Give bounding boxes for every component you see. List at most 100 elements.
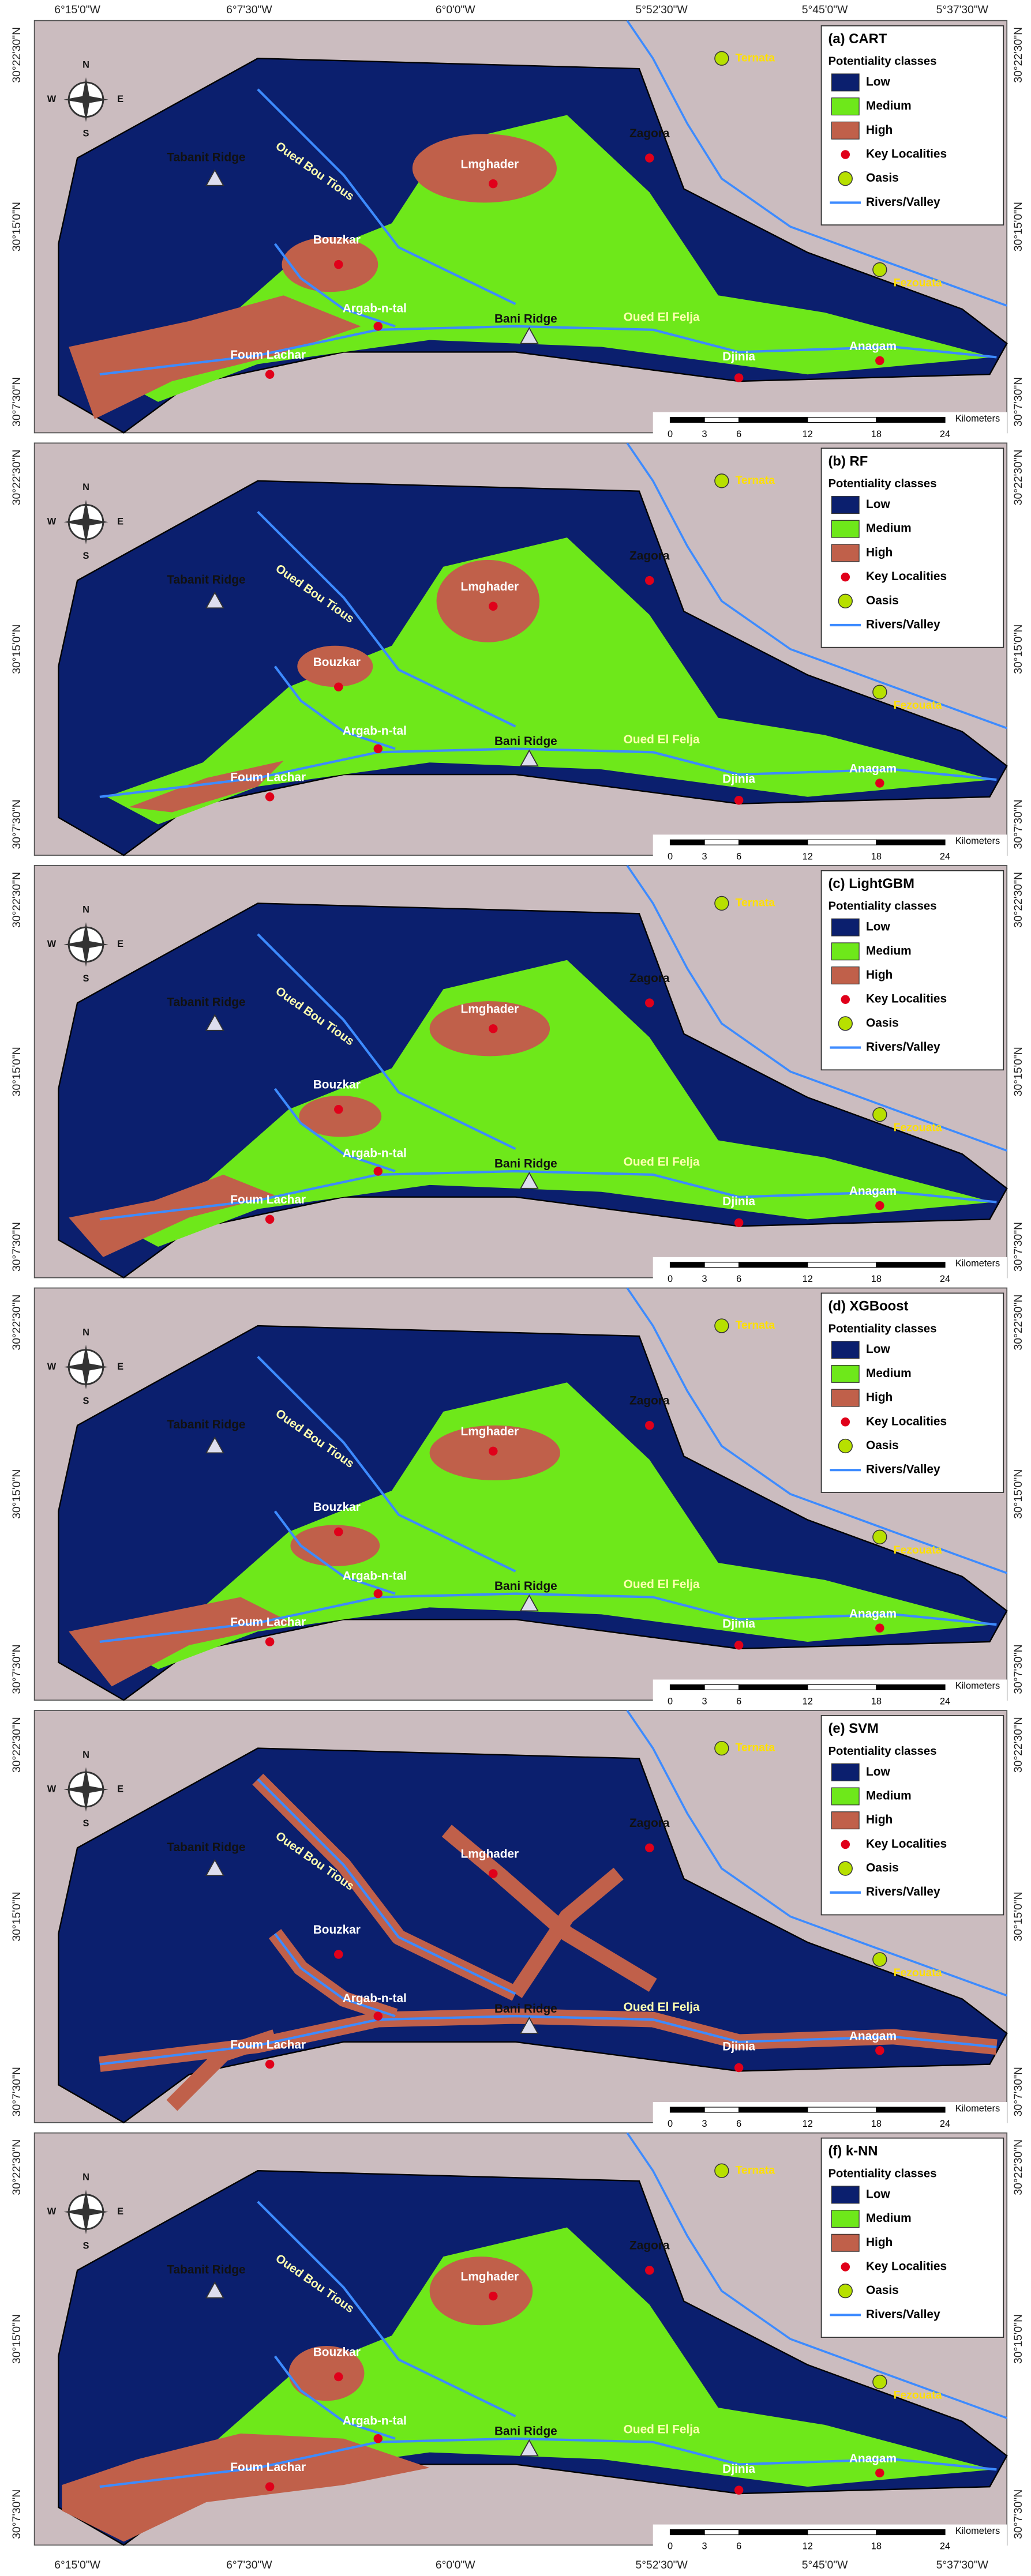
- ridge-icon: [519, 2439, 539, 2457]
- latitude-label: 30°15'0"N: [1012, 625, 1025, 674]
- high-zone: [290, 1525, 380, 1566]
- legend-swatch: [831, 2233, 860, 2252]
- compass-letter: E: [117, 1784, 123, 1794]
- legend-swatch: [838, 2283, 853, 2299]
- panel-title: (c) LightGBM: [828, 876, 914, 892]
- place-label: Oued El Felja: [624, 1578, 700, 1591]
- compass-letter: S: [83, 1396, 89, 1406]
- high-zone: [282, 236, 378, 292]
- scale-tick-label: 18: [871, 1697, 882, 1707]
- ridge-icon: [205, 2281, 224, 2299]
- river: [273, 243, 396, 328]
- compass-letter: S: [83, 973, 89, 984]
- latitude-label: 30°7'30"N: [1012, 799, 1025, 849]
- compass-letter: E: [117, 2206, 123, 2217]
- ridge-icon: [205, 1859, 224, 1876]
- place-label: Anagam: [849, 340, 897, 353]
- place-label: Bouzkar: [313, 233, 361, 246]
- legend-label: Key Localities: [866, 570, 947, 583]
- compass-letter: N: [83, 905, 89, 915]
- place-label: Bouzkar: [313, 656, 361, 669]
- scale-tick-label: 18: [871, 1274, 882, 1284]
- latitude-label: 30°7'30"N: [1012, 1645, 1025, 1694]
- high-corridor: [166, 2029, 278, 2111]
- legend-label: Low: [866, 1765, 890, 1778]
- locality-marker: [734, 2063, 744, 2073]
- locality-marker: [265, 2059, 275, 2069]
- longitude-label: 5°52'30"W: [635, 3, 688, 16]
- scale-segment: [807, 2107, 877, 2113]
- compass-letter: N: [83, 1750, 89, 1760]
- panel-title: (b) RF: [828, 453, 868, 469]
- oasis-marker: [872, 1107, 887, 1122]
- latitude-label: 30°22'30"N: [10, 2139, 23, 2195]
- latitude-label: 30°22'30"N: [1012, 2139, 1025, 2195]
- legend-swatch: [841, 150, 850, 159]
- compass-letter: S: [83, 551, 89, 561]
- oasis-label: Fezouata: [894, 1544, 942, 1556]
- scale-tick-label: 18: [871, 851, 882, 862]
- place-label: Oued El Felja: [624, 733, 700, 746]
- legend-label: Key Localities: [866, 992, 947, 1006]
- place-label: Anagam: [849, 1607, 897, 1620]
- river: [257, 88, 516, 305]
- legend-swatch: [831, 520, 860, 538]
- compass-letter: E: [117, 1362, 123, 1372]
- compass-star: [63, 77, 108, 122]
- place-label: Argab-n-tal: [343, 2414, 407, 2427]
- latitude-label: 30°22'30"N: [10, 449, 23, 505]
- place-label: Djinia: [722, 1195, 755, 1208]
- latitude-label: 30°15'0"N: [1012, 1469, 1025, 1519]
- river: [99, 1169, 997, 1221]
- locality-marker: [734, 2485, 744, 2495]
- latitude-label: 30°15'0"N: [10, 1891, 23, 1941]
- compass-letter: W: [47, 517, 57, 527]
- scale-tick-label: 18: [871, 2119, 882, 2129]
- locality-marker: [265, 370, 275, 379]
- compass-star: [63, 2189, 108, 2235]
- ridge-icon: [519, 749, 539, 767]
- locality-marker: [489, 179, 498, 189]
- ridge-icon: [519, 1172, 539, 1189]
- scale-segment: [669, 1262, 705, 1268]
- place-label: Anagam: [849, 762, 897, 776]
- latitude-label: 30°15'0"N: [10, 202, 23, 251]
- compass-star: [63, 499, 108, 545]
- place-label: Bani Ridge: [494, 312, 557, 325]
- legend-swatch: [841, 1417, 850, 1427]
- legend-label: Medium: [866, 2212, 912, 2225]
- oasis-marker: [714, 1740, 729, 1756]
- scale-segment: [876, 1684, 946, 1690]
- river: [257, 510, 516, 728]
- legend-label: Oasis: [866, 1016, 899, 1029]
- legend-label: Rivers/Valley: [866, 2308, 940, 2321]
- latitude-label: 30°22'30"N: [1012, 872, 1025, 928]
- latitude-label: 30°7'30"N: [10, 2067, 23, 2116]
- compass-letter: W: [47, 94, 57, 104]
- compass-letter: W: [47, 939, 57, 949]
- longitude-label: 5°52'30"W: [635, 2559, 688, 2571]
- compass-letter: E: [117, 517, 123, 527]
- place-label: Oued El Felja: [624, 1156, 700, 1169]
- scale-segment: [876, 2529, 946, 2536]
- scale-tick-label: 0: [668, 429, 673, 439]
- latitude-label: 30°22'30"N: [10, 872, 23, 928]
- place-label: Foum Lachar: [230, 771, 306, 784]
- locality-marker: [489, 2291, 498, 2301]
- oasis-marker: [872, 685, 887, 700]
- legend-label: Oasis: [866, 2284, 899, 2297]
- legend-label: Rivers/Valley: [866, 1463, 940, 1476]
- scale-tick-label: 0: [668, 2119, 673, 2129]
- legend-swatch: [831, 1811, 860, 1830]
- draa-river: [626, 20, 1007, 307]
- place-label: Lmghader: [460, 1003, 519, 1016]
- oasis-label: Fezouata: [894, 699, 942, 712]
- legend-swatch: [831, 496, 860, 514]
- legend-label: Low: [866, 2187, 890, 2201]
- latitude-label: 30°7'30"N: [1012, 1222, 1025, 1272]
- locality-marker: [875, 356, 884, 366]
- river: [257, 1356, 516, 1573]
- locality-marker: [734, 1641, 744, 1650]
- locality-marker: [373, 2011, 383, 2021]
- compass-letter: S: [83, 1818, 89, 1829]
